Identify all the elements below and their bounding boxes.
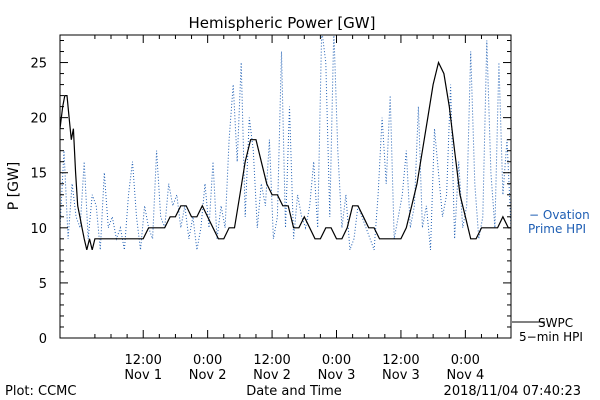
y-tick-label: 20 [30, 112, 47, 127]
series-swpc-line [60, 60, 511, 251]
x-tick-date-label: Nov 2 [189, 368, 227, 383]
x-tick-time-label: 12:00 [253, 353, 290, 368]
x-tick-time-label: 0:00 [322, 353, 351, 368]
plot-series [60, 35, 511, 251]
x-tick-time-label: 12:00 [382, 353, 419, 368]
x-tick-time-label: 0:00 [193, 353, 222, 368]
legend-ovation-line2: Prime HPI [528, 222, 586, 236]
legend-ovation-line1: − Ovation [529, 208, 590, 222]
plot-frame [59, 34, 512, 339]
x-tick-date-label: Nov 1 [124, 368, 162, 383]
x-tick-date-label: Nov 3 [318, 368, 356, 383]
y-tick-label: 15 [30, 167, 47, 182]
x-tick-time-label: 12:00 [124, 353, 161, 368]
y-axis-label: P [GW] [6, 162, 22, 211]
legend-swpc-line1: SWPC [538, 316, 573, 330]
x-axis-label: Date and Time [246, 384, 342, 399]
y-tick-label: 5 [39, 277, 47, 292]
y-tick-label: 0 [39, 332, 47, 347]
legend-swpc-line2: 5−min HPI [519, 330, 583, 344]
x-tick-date-label: Nov 3 [382, 368, 420, 383]
timestamp: 2018/11/04 07:40:23 [444, 384, 581, 399]
chart-title: Hemispheric Power [GW] [189, 14, 376, 32]
y-tick-label: 25 [30, 57, 47, 72]
x-tick-date-label: Nov 2 [253, 368, 291, 383]
plot-credit: Plot: CCMC [5, 384, 76, 399]
x-tick-time-label: 0:00 [451, 353, 480, 368]
y-tick-label: 10 [30, 222, 47, 237]
x-tick-date-label: Nov 4 [446, 368, 484, 383]
